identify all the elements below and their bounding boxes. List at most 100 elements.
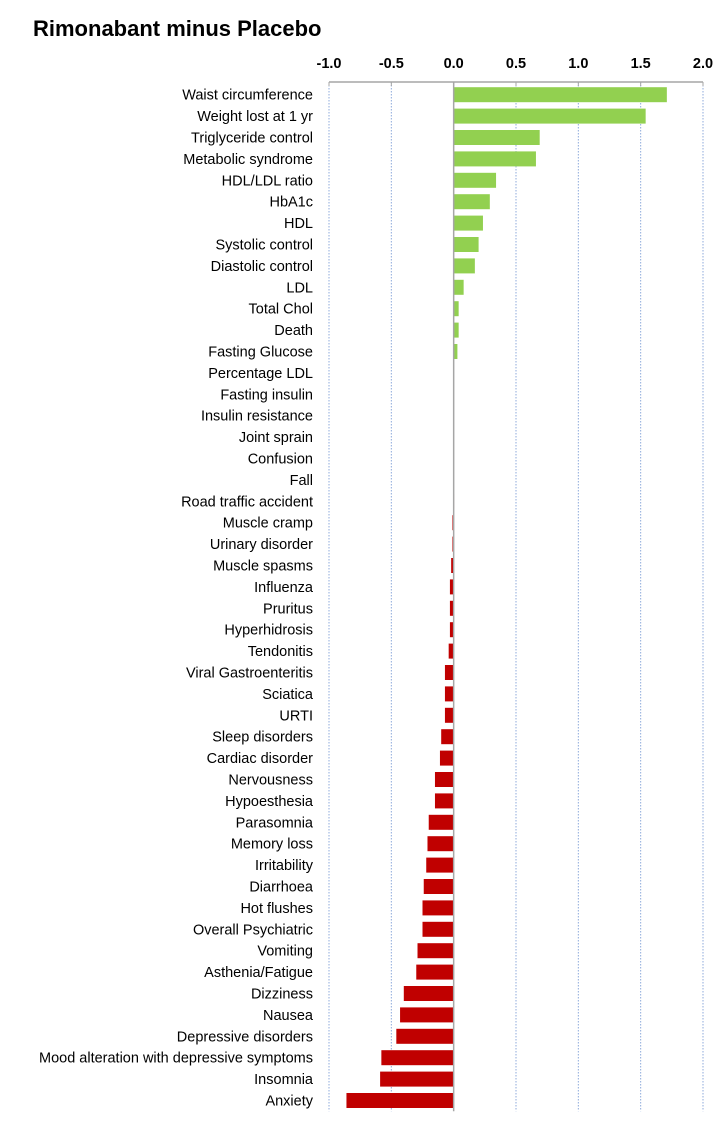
- bar: [400, 1007, 454, 1023]
- bar: [427, 836, 454, 852]
- category-label: Diastolic control: [211, 259, 313, 275]
- bar: [423, 879, 454, 894]
- bar: [403, 986, 454, 1001]
- category-label: Hyperhidrosis: [224, 623, 313, 639]
- bar: [380, 1071, 454, 1087]
- category-label: HDL/LDL ratio: [222, 173, 313, 189]
- bar: [428, 814, 454, 830]
- bar: [453, 172, 497, 188]
- x-tick-label: -1.0: [317, 56, 342, 72]
- category-label: Hot flushes: [240, 901, 313, 917]
- category-label: Asthenia/Fatigue: [204, 965, 313, 981]
- category-label: Muscle spasms: [213, 559, 313, 575]
- category-label: Overall Psychiatric: [193, 922, 313, 938]
- category-label: Waist circumference: [182, 88, 313, 104]
- grid-lines: [328, 82, 704, 1112]
- category-label: Metabolic syndrome: [183, 152, 313, 168]
- category-label: Death: [274, 323, 313, 339]
- category-label: Road traffic accident: [181, 494, 313, 510]
- bar: [396, 1028, 454, 1044]
- category-label: LDL: [286, 280, 313, 296]
- x-axis-ticks: -1.0 -0.5 0.0 0.5 1.0 1.5 2.0: [317, 56, 713, 86]
- category-label: Irritability: [255, 858, 314, 874]
- x-tick-label: 0.5: [506, 56, 526, 72]
- bar: [453, 344, 458, 359]
- category-label: HbA1c: [269, 195, 313, 211]
- category-label: Sleep disorders: [212, 730, 313, 746]
- bar: [439, 750, 454, 766]
- category-label: Percentage LDL: [208, 366, 313, 382]
- x-tick-label: 1.5: [631, 56, 651, 72]
- bar: [381, 1050, 454, 1066]
- bar: [453, 108, 646, 124]
- category-label: Anxiety: [265, 1094, 313, 1110]
- bar: [453, 301, 459, 317]
- bar: [441, 729, 454, 745]
- category-label: Diarrhoea: [249, 880, 314, 896]
- category-label: Systolic control: [215, 238, 313, 254]
- category-label: Parasomnia: [236, 815, 314, 831]
- bar: [453, 279, 464, 295]
- category-label: Hypoesthesia: [225, 794, 314, 810]
- bar: [417, 943, 454, 959]
- category-label: Insomnia: [254, 1072, 314, 1088]
- bar: [453, 258, 475, 274]
- category-label: Fasting Glucose: [208, 345, 313, 361]
- category-label: Triglyceride control: [191, 131, 313, 147]
- category-label: Total Chol: [249, 302, 313, 318]
- category-label: Insulin resistance: [201, 409, 313, 425]
- bar: [449, 600, 454, 616]
- category-label: Weight lost at 1 yr: [197, 109, 313, 125]
- category-label: Viral Gastroenteritis: [186, 666, 313, 682]
- category-label: Memory loss: [231, 837, 313, 853]
- category-label: HDL: [284, 216, 313, 232]
- bar: [453, 151, 536, 167]
- category-labels: Waist circumference Weight lost at 1 yr Tr…: [39, 88, 314, 1110]
- category-label: Vomiting: [257, 944, 313, 960]
- category-label: Tendonitis: [248, 644, 313, 660]
- bar: [451, 558, 454, 573]
- bar: [453, 237, 479, 252]
- category-label: Pruritus: [263, 601, 313, 617]
- category-label: Nervousness: [228, 773, 313, 789]
- bar: [434, 793, 454, 809]
- bar: [453, 215, 483, 231]
- category-label: Confusion: [248, 452, 313, 468]
- category-label: Cardiac disorder: [207, 751, 314, 767]
- bar: [453, 87, 667, 103]
- bar: [448, 643, 454, 659]
- bars: [346, 82, 667, 1112]
- category-label: Fall: [290, 473, 313, 489]
- category-label: URTI: [279, 708, 313, 724]
- category-label: Joint sprain: [239, 430, 313, 446]
- category-label: Influenza: [254, 580, 314, 596]
- category-label: Fasting insulin: [220, 387, 313, 403]
- category-label: Mood alteration with depressive symptoms: [39, 1051, 313, 1067]
- category-label: Dizziness: [251, 987, 313, 1003]
- bar: [453, 130, 540, 145]
- bar: [422, 921, 454, 937]
- bar: [453, 322, 459, 338]
- bar: [422, 900, 454, 916]
- bar: [434, 772, 454, 787]
- bar: [416, 964, 454, 980]
- bar: [449, 622, 454, 638]
- bar: [444, 665, 454, 680]
- category-label: Sciatica: [262, 687, 314, 703]
- x-tick-label: -0.5: [379, 56, 404, 72]
- category-label: Nausea: [263, 1008, 314, 1024]
- x-tick-label: 0.0: [444, 56, 464, 72]
- bar: [449, 579, 454, 595]
- bar: [346, 1093, 454, 1108]
- bar: [444, 707, 454, 723]
- category-label: Urinary disorder: [210, 537, 313, 553]
- chart-title: Rimonabant minus Placebo: [33, 16, 322, 41]
- x-tick-label: 1.0: [568, 56, 588, 72]
- bar: [453, 194, 490, 210]
- bar: [426, 857, 454, 873]
- category-label: Depressive disorders: [177, 1029, 313, 1045]
- category-label: Muscle cramp: [223, 516, 313, 532]
- x-tick-label: 2.0: [693, 56, 713, 72]
- bar: [444, 686, 454, 702]
